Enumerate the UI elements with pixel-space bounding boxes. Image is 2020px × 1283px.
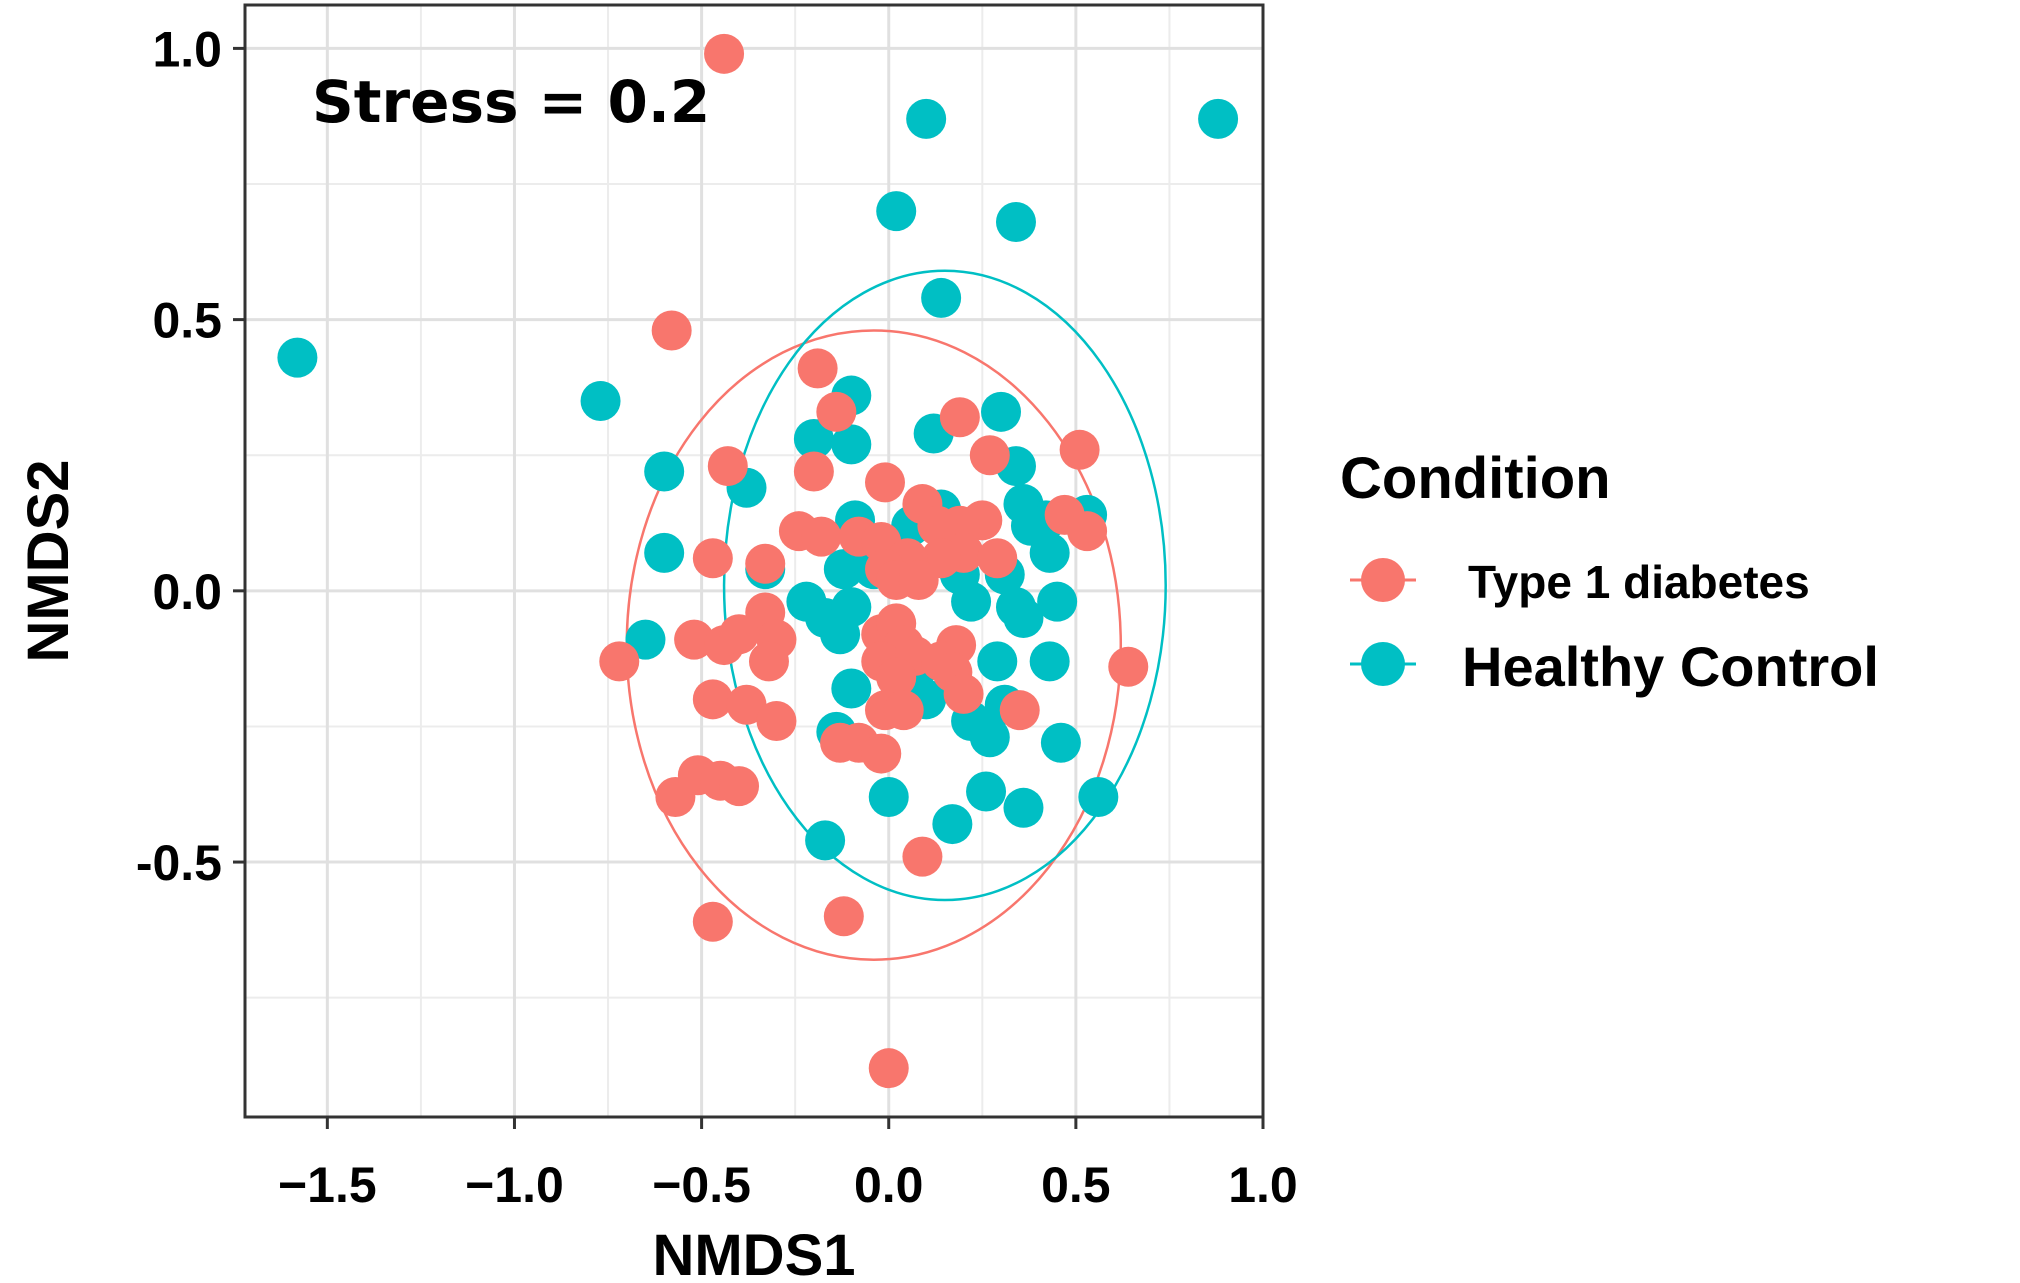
point-type1-diabetes (674, 619, 715, 660)
legend: Condition Type 1 diabetes Healthy Contro… (1340, 446, 1879, 698)
point-type1-diabetes (864, 462, 905, 503)
point-type1-diabetes (756, 701, 797, 742)
point-healthy-control (644, 532, 685, 573)
point-type1-diabetes (719, 614, 760, 655)
y-axis-title: NMDS2 (16, 459, 81, 662)
point-healthy-control (805, 820, 846, 861)
point-healthy-control (1040, 722, 1081, 763)
point-healthy-control (876, 191, 917, 232)
point-healthy-control (1029, 641, 1070, 682)
point-type1-diabetes (999, 690, 1040, 731)
point-type1-diabetes (692, 679, 733, 720)
plot-border (243, 3, 1265, 1119)
point-type1-diabetes (1108, 646, 1149, 687)
point-type1-diabetes (876, 657, 917, 698)
point-healthy-control (1037, 581, 1078, 622)
point-type1-diabetes (707, 446, 748, 487)
point-type1-diabetes (745, 543, 786, 584)
point-type1-diabetes (898, 559, 939, 600)
point-healthy-control (977, 641, 1018, 682)
point-healthy-control (1078, 776, 1119, 817)
point-type1-diabetes (939, 397, 980, 438)
point-type1-diabetes (820, 722, 861, 763)
y-axis-ticks: -0.5 0.0 0.5 1.0 (136, 21, 245, 891)
y-tick-label: 0.0 (152, 564, 222, 620)
point-healthy-control (995, 201, 1036, 242)
point-healthy-control (1029, 532, 1070, 573)
point-type1-diabetes (651, 310, 692, 351)
legend-key-dot-type1 (1361, 558, 1405, 602)
point-type1-diabetes (816, 391, 857, 432)
x-tick-label: 0.5 (1041, 1157, 1111, 1213)
y-tick-label: 1.0 (152, 21, 222, 77)
x-axis-title: NMDS1 (652, 1223, 855, 1283)
point-type1-diabetes (801, 516, 842, 557)
point-healthy-control (820, 614, 861, 655)
legend-title: Condition (1340, 446, 1611, 511)
point-healthy-control (823, 549, 864, 590)
ellipse-healthy-control (722, 269, 1167, 902)
x-tick-label: 1.0 (1228, 1157, 1298, 1213)
point-type1-diabetes (793, 451, 834, 492)
point-type1-diabetes (719, 766, 760, 807)
point-type1-diabetes (868, 1048, 909, 1089)
point-type1-diabetes (797, 348, 838, 389)
stress-annotation: Stress = 0.2 (312, 68, 710, 136)
point-type1-diabetes (726, 684, 767, 725)
point-type1-diabetes (861, 733, 902, 774)
point-type1-diabetes (943, 673, 984, 714)
point-type1-diabetes (692, 901, 733, 942)
data-points (277, 33, 1239, 1089)
point-healthy-control (921, 277, 962, 318)
point-type1-diabetes (748, 641, 789, 682)
point-type1-diabetes (655, 776, 696, 817)
legend-entry-type1: Type 1 diabetes (1350, 556, 1810, 608)
legend-key-dot-healthy (1361, 642, 1405, 686)
point-healthy-control (1003, 597, 1044, 638)
point-healthy-control (1003, 787, 1044, 828)
point-healthy-control (1198, 98, 1239, 139)
legend-entry-healthy: Healthy Control (1350, 635, 1879, 698)
point-healthy-control (966, 771, 1007, 812)
x-tick-label: −0.5 (652, 1157, 751, 1213)
point-healthy-control (831, 424, 872, 465)
y-tick-label: 0.5 (152, 293, 222, 349)
point-type1-diabetes (599, 641, 640, 682)
point-type1-diabetes (883, 690, 924, 731)
point-type1-diabetes (692, 538, 733, 579)
point-healthy-control (831, 668, 872, 709)
point-healthy-control (580, 380, 621, 421)
x-axis-ticks: −1.5 −1.0 −0.5 0.0 0.5 1.0 (278, 1117, 1298, 1213)
point-healthy-control (969, 717, 1010, 758)
x-tick-label: 0.0 (854, 1157, 924, 1213)
x-tick-label: −1.0 (465, 1157, 564, 1213)
point-type1-diabetes (704, 33, 745, 74)
point-healthy-control (793, 418, 834, 459)
point-healthy-control (906, 98, 947, 139)
point-healthy-control (981, 391, 1022, 432)
point-type1-diabetes (977, 538, 1018, 579)
point-type1-diabetes (1067, 511, 1108, 552)
legend-label-healthy: Healthy Control (1462, 635, 1879, 698)
point-type1-diabetes (969, 435, 1010, 476)
x-tick-label: −1.5 (278, 1157, 377, 1213)
point-healthy-control (644, 451, 685, 492)
point-type1-diabetes (917, 505, 958, 546)
point-healthy-control (951, 581, 992, 622)
point-healthy-control (277, 337, 318, 378)
point-healthy-control (932, 804, 973, 845)
legend-label-type1: Type 1 diabetes (1468, 556, 1810, 608)
y-tick-label: -0.5 (136, 835, 222, 891)
point-healthy-control (868, 776, 909, 817)
point-type1-diabetes (1059, 429, 1100, 470)
point-type1-diabetes (902, 836, 943, 877)
point-type1-diabetes (823, 896, 864, 937)
